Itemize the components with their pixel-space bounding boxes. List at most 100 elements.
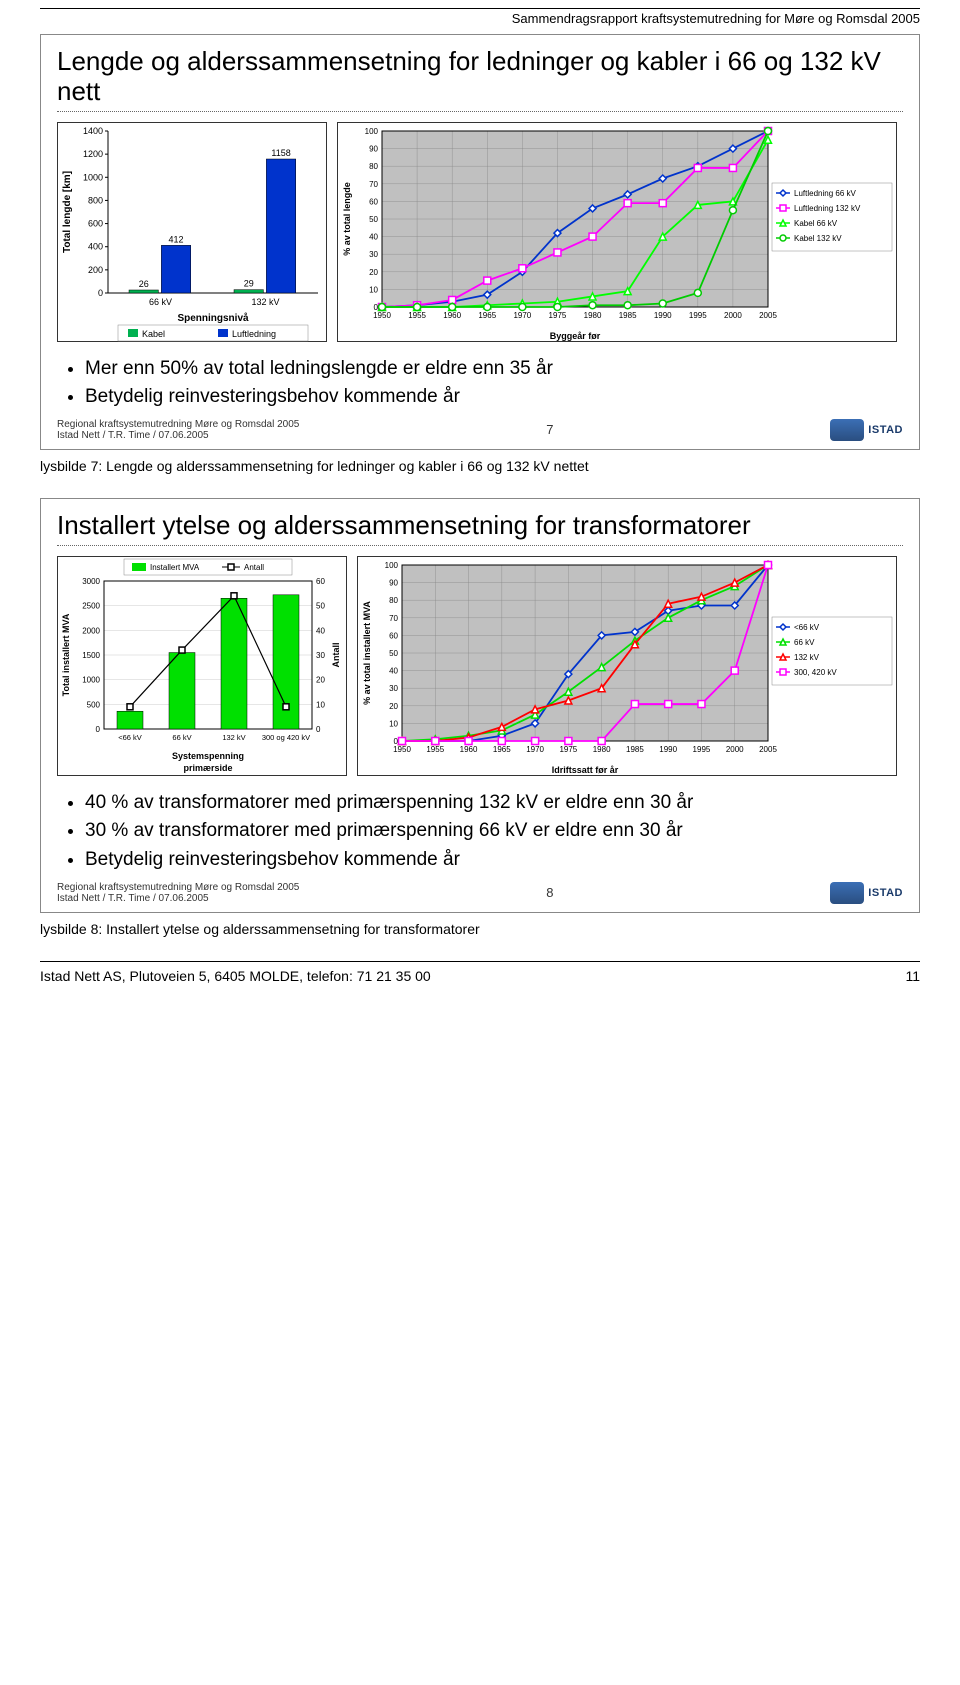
svg-text:1960: 1960 (443, 311, 461, 320)
svg-text:132 kV: 132 kV (794, 653, 820, 662)
svg-text:Total lengde [km]: Total lengde [km] (62, 171, 73, 253)
svg-text:500: 500 (87, 700, 101, 709)
svg-text:0: 0 (98, 288, 103, 298)
svg-text:1200: 1200 (83, 149, 103, 159)
svg-text:Luftledning 66 kV: Luftledning 66 kV (794, 189, 856, 198)
svg-text:2005: 2005 (759, 311, 777, 320)
svg-text:29: 29 (244, 278, 254, 288)
svg-text:Antall: Antall (244, 563, 264, 572)
svg-text:30: 30 (316, 651, 325, 660)
svg-text:1970: 1970 (526, 745, 544, 754)
footer-pagenum: 11 (905, 968, 920, 984)
slide7-pagenum: 7 (546, 422, 553, 437)
svg-text:% av total lengde: % av total lengde (342, 182, 352, 256)
svg-text:<66 kV: <66 kV (118, 733, 142, 742)
svg-text:2000: 2000 (726, 745, 744, 754)
svg-text:<66 kV: <66 kV (794, 623, 820, 632)
svg-text:60: 60 (316, 577, 325, 586)
logo-icon-2 (830, 882, 864, 904)
slide7-footer2: Istad Nett / T.R. Time / 07.06.2005 (57, 430, 299, 441)
svg-text:% av total installert MVA: % av total installert MVA (362, 600, 372, 704)
slide8-bar-chart: Installert MVAAntall05001000150020002500… (57, 556, 347, 776)
dotted-rule-2 (57, 545, 903, 546)
svg-text:2000: 2000 (724, 311, 742, 320)
svg-text:1985: 1985 (619, 311, 637, 320)
page-footer: Istad Nett AS, Plutoveien 5, 6405 MOLDE,… (40, 961, 920, 984)
svg-text:Kabel: Kabel (142, 329, 165, 339)
svg-text:Kabel 132 kV: Kabel 132 kV (794, 234, 842, 243)
svg-text:Antall: Antall (331, 642, 341, 667)
slide7-footer-text: Regional kraftsystemutredning Møre og Ro… (57, 419, 299, 441)
svg-text:3000: 3000 (82, 577, 100, 586)
logo-text-2: ISTAD (868, 887, 903, 899)
svg-text:200: 200 (88, 265, 103, 275)
svg-text:2005: 2005 (759, 745, 777, 754)
slide7-bar-chart: 02004006008001000120014002641266 kV29115… (57, 122, 327, 342)
svg-text:1970: 1970 (513, 311, 531, 320)
slide8-title: Installert ytelse og alderssammensetning… (57, 511, 903, 541)
svg-text:Kabel 66 kV: Kabel 66 kV (794, 219, 838, 228)
svg-text:100: 100 (385, 561, 399, 570)
svg-text:70: 70 (369, 180, 378, 189)
svg-text:1500: 1500 (82, 651, 100, 660)
svg-text:1990: 1990 (659, 745, 677, 754)
svg-text:1975: 1975 (559, 745, 577, 754)
svg-text:1955: 1955 (408, 311, 426, 320)
svg-text:40: 40 (369, 232, 378, 241)
svg-text:1400: 1400 (83, 126, 103, 136)
svg-text:20: 20 (389, 702, 398, 711)
svg-text:66 kV: 66 kV (172, 733, 191, 742)
slide-7: Lengde og alderssammensetning for lednin… (40, 34, 920, 450)
svg-text:50: 50 (369, 215, 378, 224)
svg-text:1980: 1980 (584, 311, 602, 320)
caption-7: lysbilde 7: Lengde og alderssammensetnin… (40, 458, 920, 474)
svg-text:1995: 1995 (693, 745, 711, 754)
header-rule (40, 8, 920, 9)
svg-text:66 kV: 66 kV (794, 638, 815, 647)
svg-text:100: 100 (365, 127, 379, 136)
svg-text:1950: 1950 (393, 745, 411, 754)
svg-text:90: 90 (389, 578, 398, 587)
slide8-pagenum: 8 (546, 885, 553, 900)
footer-left: Istad Nett AS, Plutoveien 5, 6405 MOLDE,… (40, 968, 431, 984)
svg-text:132 kV: 132 kV (251, 297, 279, 307)
svg-text:20: 20 (316, 676, 325, 685)
svg-text:0: 0 (96, 725, 101, 734)
svg-text:1965: 1965 (493, 745, 511, 754)
svg-text:600: 600 (88, 218, 103, 228)
svg-text:10: 10 (316, 700, 325, 709)
svg-text:20: 20 (369, 268, 378, 277)
slide7-title: Lengde og alderssammensetning for lednin… (57, 47, 903, 107)
svg-text:80: 80 (389, 596, 398, 605)
svg-text:60: 60 (389, 631, 398, 640)
svg-text:1985: 1985 (626, 745, 644, 754)
svg-text:132 kV: 132 kV (222, 733, 245, 742)
svg-text:40: 40 (389, 666, 398, 675)
svg-text:70: 70 (389, 614, 398, 623)
page-header: Sammendragsrapport kraftsystemutredning … (40, 11, 920, 26)
svg-text:10: 10 (369, 285, 378, 294)
svg-text:Luftledning: Luftledning (232, 329, 276, 339)
svg-text:30: 30 (389, 684, 398, 693)
logo-icon (830, 419, 864, 441)
svg-text:Total installert MVA: Total installert MVA (61, 613, 71, 696)
svg-text:66 kV: 66 kV (149, 297, 172, 307)
svg-text:Byggeår før: Byggeår før (550, 331, 601, 341)
bullet-item: 30 % av transformatorer med primærspenni… (85, 818, 903, 845)
svg-text:1955: 1955 (426, 745, 444, 754)
svg-text:1000: 1000 (82, 676, 100, 685)
svg-text:1158: 1158 (271, 148, 290, 158)
svg-text:26: 26 (139, 279, 149, 289)
svg-text:primærside: primærside (183, 763, 232, 773)
caption-8: lysbilde 8: Installert ytelse og alderss… (40, 921, 920, 937)
slide-8: Installert ytelse og alderssammensetning… (40, 498, 920, 913)
svg-text:50: 50 (316, 602, 325, 611)
svg-text:300, 420 kV: 300, 420 kV (794, 668, 837, 677)
svg-text:1950: 1950 (373, 311, 391, 320)
svg-text:50: 50 (389, 649, 398, 658)
svg-text:1960: 1960 (460, 745, 478, 754)
svg-text:0: 0 (316, 725, 321, 734)
slide8-line-chart: 0102030405060708090100195019551960196519… (357, 556, 897, 776)
logo-text: ISTAD (868, 424, 903, 436)
svg-text:Idriftssatt før år: Idriftssatt før år (552, 765, 619, 775)
